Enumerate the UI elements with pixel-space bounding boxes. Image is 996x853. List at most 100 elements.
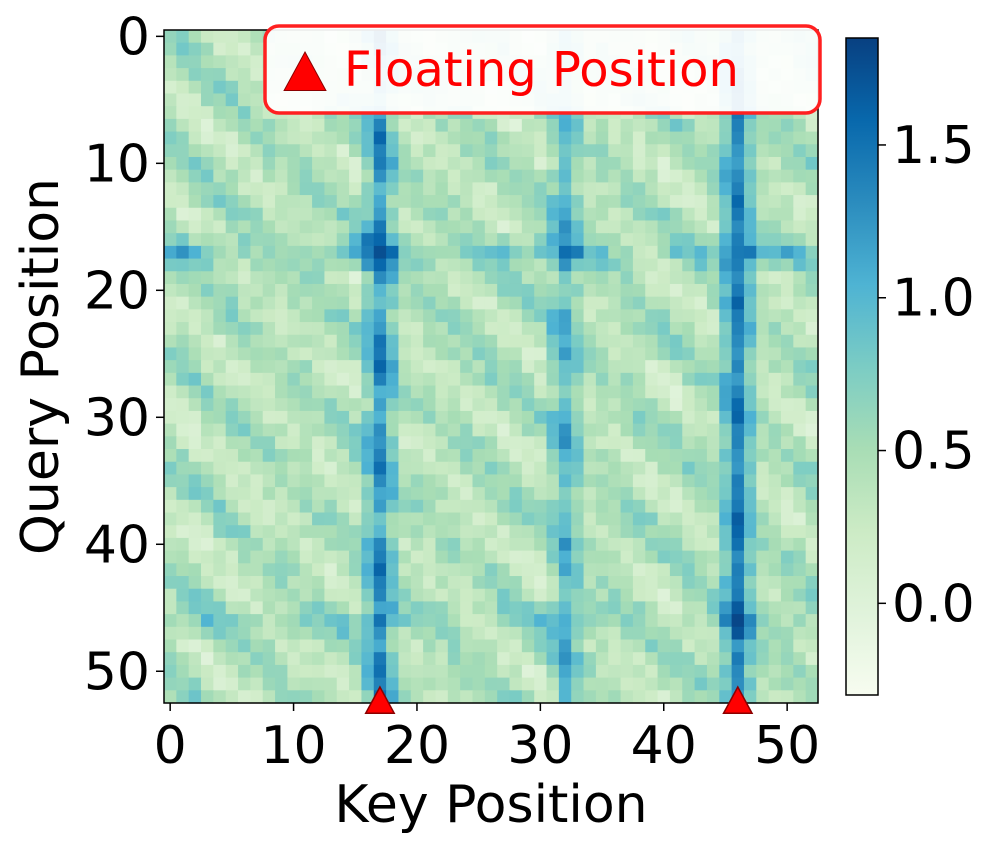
heatmap-cell (620, 347, 634, 361)
heatmap-cell (694, 322, 708, 336)
heatmap-cell (534, 182, 548, 196)
heatmap-cell (657, 271, 671, 285)
heatmap-cell (361, 372, 375, 387)
heatmap-cell (558, 601, 572, 615)
heatmap-cell (423, 677, 437, 691)
heatmap-cell (225, 334, 239, 349)
heatmap-cell (238, 347, 251, 361)
heatmap-cell (793, 664, 807, 679)
heatmap-cell (632, 664, 646, 679)
heatmap-cell (201, 55, 214, 69)
heatmap-cell (435, 423, 449, 437)
heatmap-cell (324, 309, 338, 323)
heatmap-cell (336, 118, 350, 133)
heatmap-cell (669, 372, 683, 387)
heatmap-cell (275, 207, 288, 222)
heatmap-cell (645, 626, 659, 641)
heatmap-cell (460, 690, 474, 704)
heatmap-cell (225, 30, 239, 44)
heatmap-cell (645, 385, 659, 399)
heatmap-cell (484, 550, 498, 564)
heatmap-cell (805, 360, 819, 374)
heatmap-cell (694, 334, 708, 349)
heatmap-cell (521, 347, 535, 361)
heatmap-cell (497, 131, 511, 145)
heatmap-cell (336, 372, 350, 387)
heatmap-cell (694, 372, 708, 387)
heatmap-cell (731, 131, 745, 145)
heatmap-cell (176, 512, 190, 526)
heatmap-cell (386, 372, 400, 387)
heatmap-cell (225, 461, 239, 476)
heatmap-cell (287, 220, 301, 234)
heatmap-cell (250, 423, 264, 437)
heatmap-cell (213, 118, 227, 133)
heatmap-cell (238, 156, 251, 171)
heatmap-cell (484, 233, 498, 247)
heatmap-cell (669, 525, 683, 539)
heatmap-cell (250, 664, 264, 679)
heatmap-cell (743, 385, 757, 399)
heatmap-cell (706, 233, 720, 247)
heatmap-cell (608, 652, 622, 666)
heatmap-cell (645, 423, 659, 437)
heatmap-cell (472, 258, 486, 272)
heatmap-cell (546, 296, 560, 310)
heatmap-cell (756, 588, 770, 603)
heatmap-cell (534, 156, 548, 171)
heatmap-cell (435, 499, 449, 514)
heatmap-cell (164, 410, 177, 425)
heatmap-cell (509, 487, 523, 501)
heatmap-cell (509, 144, 523, 158)
heatmap-cell (534, 398, 548, 412)
heatmap-cell (188, 436, 202, 450)
heatmap-cell (386, 550, 400, 564)
heatmap-cell (250, 588, 264, 603)
heatmap-cell (336, 652, 350, 666)
heatmap-cell (287, 131, 301, 145)
heatmap-cell (645, 601, 659, 615)
heatmap-cell (558, 156, 572, 171)
heatmap-cell (361, 690, 375, 704)
heatmap-cell (546, 487, 560, 501)
heatmap-cell (349, 461, 363, 476)
heatmap-cell (250, 601, 264, 615)
heatmap-cell (336, 614, 350, 628)
heatmap-cell (534, 626, 548, 641)
heatmap-cell (805, 474, 819, 488)
heatmap-cell (238, 80, 251, 95)
heatmap-cell (756, 449, 770, 463)
heatmap-cell (386, 195, 400, 209)
heatmap-cell (299, 487, 313, 501)
heatmap-cell (312, 271, 326, 285)
heatmap-cell (287, 537, 301, 552)
heatmap-cell (275, 398, 288, 412)
heatmap-cell (447, 449, 461, 463)
heatmap-cell (571, 131, 585, 145)
heatmap-cell (756, 360, 770, 374)
heatmap-cell (213, 449, 227, 463)
heatmap-cell (287, 347, 301, 361)
heatmap-cell (410, 537, 424, 552)
heatmap-cell (225, 296, 239, 310)
heatmap-cell (484, 525, 498, 539)
heatmap-cell (398, 258, 412, 272)
heatmap-cell (595, 474, 609, 488)
heatmap-cell (201, 195, 214, 209)
heatmap-cell (361, 499, 375, 514)
heatmap-cell (423, 245, 437, 260)
heatmap-cell (793, 258, 807, 272)
heatmap-cell (719, 131, 733, 145)
heatmap-cell (546, 677, 560, 691)
heatmap-cell (645, 690, 659, 704)
heatmap-cell (793, 144, 807, 158)
heatmap-cell (805, 220, 819, 234)
heatmap-cell (558, 436, 572, 450)
heatmap-cell (484, 576, 498, 590)
heatmap-cell (731, 626, 745, 641)
heatmap-cell (484, 487, 498, 501)
heatmap-cell (225, 220, 239, 234)
heatmap-cell (484, 436, 498, 450)
heatmap-cell (571, 258, 585, 272)
heatmap-cell (324, 436, 338, 450)
